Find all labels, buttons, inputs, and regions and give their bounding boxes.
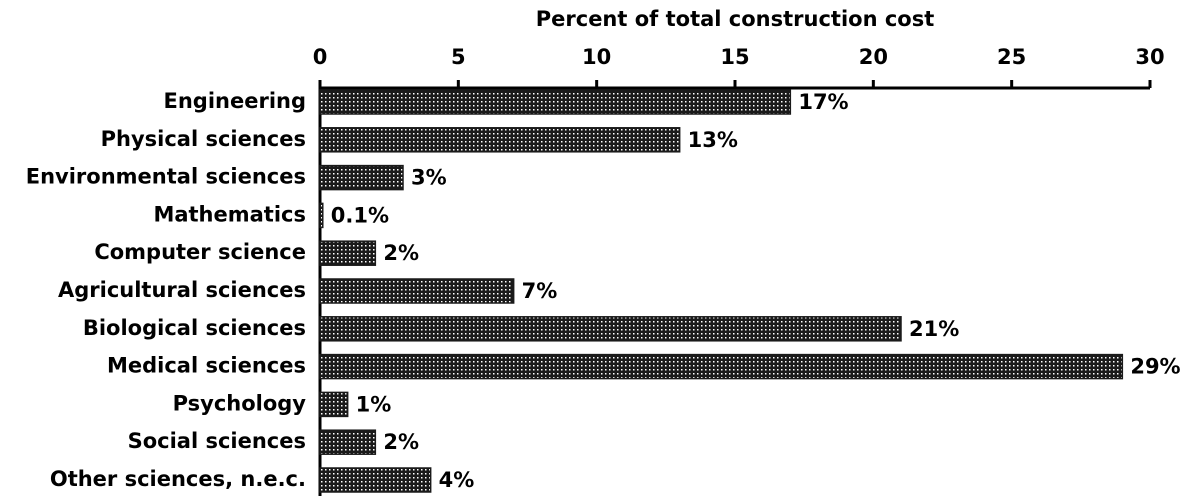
x-tick-label: 10 — [582, 45, 611, 69]
bar — [319, 467, 432, 493]
x-tick-label: 20 — [859, 45, 888, 69]
y-tick-label: Other sciences, n.e.c. — [50, 467, 306, 491]
bar — [319, 127, 681, 153]
y-tick-label: Computer science — [94, 240, 306, 264]
x-tick-label: 0 — [313, 45, 328, 69]
data-label: 29% — [1130, 355, 1180, 379]
data-label: 17% — [798, 90, 848, 114]
bar — [319, 429, 377, 455]
data-label: 2% — [383, 241, 419, 265]
x-tick-label: 25 — [997, 45, 1026, 69]
y-tick-label: Physical sciences — [101, 127, 306, 151]
y-tick-label: Engineering — [164, 89, 307, 113]
y-tick-label: Social sciences — [128, 429, 306, 453]
y-tick-label: Medical sciences — [107, 354, 306, 378]
data-label: 7% — [522, 279, 558, 303]
bar — [319, 164, 404, 191]
bar — [319, 316, 902, 342]
y-tick-label: Environmental sciences — [26, 165, 306, 189]
bar — [319, 353, 1124, 380]
bar — [319, 278, 515, 304]
data-label: 0.1% — [331, 203, 389, 227]
data-label: 4% — [439, 468, 475, 492]
x-tick-label: 30 — [1135, 45, 1164, 69]
x-tick-label: 15 — [720, 45, 749, 69]
data-label: 13% — [688, 128, 738, 152]
bar — [319, 240, 377, 266]
y-tick-label: Agricultural sciences — [58, 278, 306, 302]
bar — [319, 202, 324, 229]
bar — [319, 89, 792, 115]
data-label: 1% — [356, 392, 392, 416]
bar — [319, 391, 349, 418]
data-label: 21% — [909, 317, 959, 341]
y-tick-label: Psychology — [173, 391, 307, 415]
data-label: 3% — [411, 166, 447, 190]
y-tick-label: Biological sciences — [83, 316, 306, 340]
data-label: 2% — [383, 430, 419, 454]
x-tick-label: 5 — [451, 45, 466, 69]
y-tick-label: Mathematics — [153, 202, 306, 226]
axis-title: Percent of total construction cost — [536, 7, 935, 31]
